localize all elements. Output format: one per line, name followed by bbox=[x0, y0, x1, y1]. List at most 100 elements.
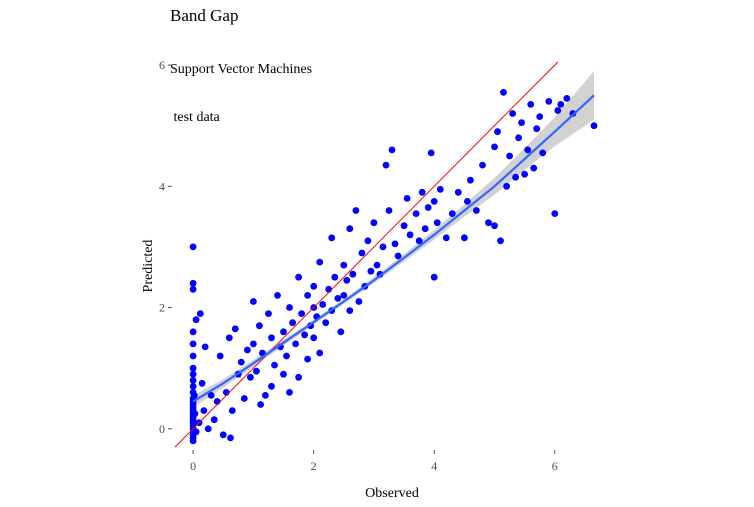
data-point bbox=[200, 407, 208, 414]
y-tick-label: 6 bbox=[159, 58, 165, 72]
data-point bbox=[524, 146, 532, 154]
data-point bbox=[286, 304, 293, 311]
confidence-ribbon-layer bbox=[193, 71, 594, 408]
data-point bbox=[340, 261, 348, 269]
y-tick-label: 0 bbox=[159, 422, 165, 436]
data-point bbox=[319, 301, 327, 308]
data-point bbox=[388, 146, 396, 154]
data-point bbox=[382, 161, 390, 169]
data-point bbox=[310, 334, 318, 342]
data-point bbox=[225, 334, 233, 342]
y-tick-label: 4 bbox=[159, 179, 165, 193]
data-point bbox=[367, 267, 375, 275]
data-point bbox=[256, 322, 263, 330]
data-point bbox=[497, 237, 504, 245]
data-point bbox=[189, 352, 197, 360]
x-tick-label: 6 bbox=[552, 459, 558, 473]
data-point bbox=[355, 298, 363, 305]
data-point bbox=[189, 376, 197, 384]
chart-subtitle-line-1: Support Vector Machines bbox=[170, 62, 313, 77]
data-point bbox=[219, 431, 227, 439]
data-point bbox=[503, 182, 510, 190]
identity-line bbox=[174, 61, 559, 448]
axes-layer: 0 2 4 6 0 2 4 6 Observed Predicted bbox=[141, 58, 558, 501]
data-point bbox=[400, 222, 408, 230]
data-point bbox=[328, 234, 336, 242]
data-point bbox=[415, 237, 423, 245]
data-point bbox=[467, 176, 474, 184]
data-point bbox=[250, 340, 257, 348]
data-point bbox=[280, 370, 287, 378]
chart-title: Band Gap bbox=[170, 6, 239, 25]
data-point bbox=[545, 98, 553, 105]
data-point bbox=[268, 334, 275, 342]
data-point bbox=[325, 285, 333, 293]
data-point bbox=[442, 234, 450, 242]
data-point bbox=[557, 101, 565, 108]
data-point bbox=[268, 382, 275, 390]
data-point bbox=[262, 392, 269, 399]
data-point bbox=[358, 249, 366, 257]
data-point bbox=[237, 358, 245, 366]
data-point bbox=[207, 392, 215, 399]
data-point bbox=[274, 292, 281, 299]
data-point bbox=[403, 195, 411, 202]
data-point bbox=[216, 352, 224, 360]
data-point bbox=[189, 437, 197, 445]
data-point bbox=[189, 340, 197, 348]
data-point bbox=[364, 237, 372, 245]
data-point bbox=[231, 325, 239, 333]
fit-line bbox=[192, 94, 595, 403]
data-point bbox=[530, 164, 538, 172]
data-point bbox=[228, 407, 236, 414]
x-tick-label: 0 bbox=[190, 459, 196, 473]
data-point bbox=[280, 328, 287, 336]
data-point bbox=[346, 225, 354, 233]
data-point bbox=[512, 173, 519, 181]
data-point bbox=[491, 143, 498, 151]
data-point bbox=[533, 125, 541, 133]
data-point bbox=[298, 310, 305, 317]
data-point bbox=[391, 240, 399, 248]
data-point bbox=[190, 392, 198, 399]
data-point bbox=[271, 361, 278, 369]
data-point bbox=[201, 343, 209, 351]
data-point bbox=[189, 370, 197, 378]
data-point bbox=[191, 410, 199, 417]
data-point bbox=[295, 373, 302, 381]
data-point bbox=[421, 225, 429, 233]
data-point bbox=[385, 207, 393, 214]
data-point bbox=[198, 379, 206, 387]
chart-subtitle-line-2: test data bbox=[170, 110, 220, 125]
data-point bbox=[515, 134, 522, 142]
data-point bbox=[521, 170, 528, 178]
data-point bbox=[349, 270, 357, 278]
data-point bbox=[461, 234, 468, 242]
data-point bbox=[189, 285, 197, 293]
data-point bbox=[227, 434, 234, 442]
data-point bbox=[295, 273, 302, 281]
data-point bbox=[554, 107, 562, 114]
data-point bbox=[304, 292, 311, 299]
data-point bbox=[286, 389, 293, 396]
data-point bbox=[563, 95, 571, 102]
x-tick-label: 2 bbox=[311, 459, 317, 473]
data-point bbox=[430, 198, 438, 205]
data-point bbox=[427, 149, 435, 157]
data-point bbox=[346, 307, 354, 314]
data-point bbox=[539, 149, 547, 157]
data-point bbox=[265, 310, 272, 317]
data-point bbox=[192, 428, 200, 436]
data-point bbox=[485, 219, 492, 227]
data-point bbox=[331, 273, 339, 281]
data-point bbox=[500, 88, 507, 96]
lines-layer bbox=[174, 61, 595, 448]
data-point bbox=[448, 210, 456, 218]
data-point bbox=[424, 204, 432, 211]
data-point bbox=[394, 252, 402, 260]
data-point bbox=[509, 110, 516, 117]
data-point bbox=[370, 219, 378, 227]
data-point bbox=[334, 295, 342, 302]
data-point bbox=[250, 298, 257, 305]
